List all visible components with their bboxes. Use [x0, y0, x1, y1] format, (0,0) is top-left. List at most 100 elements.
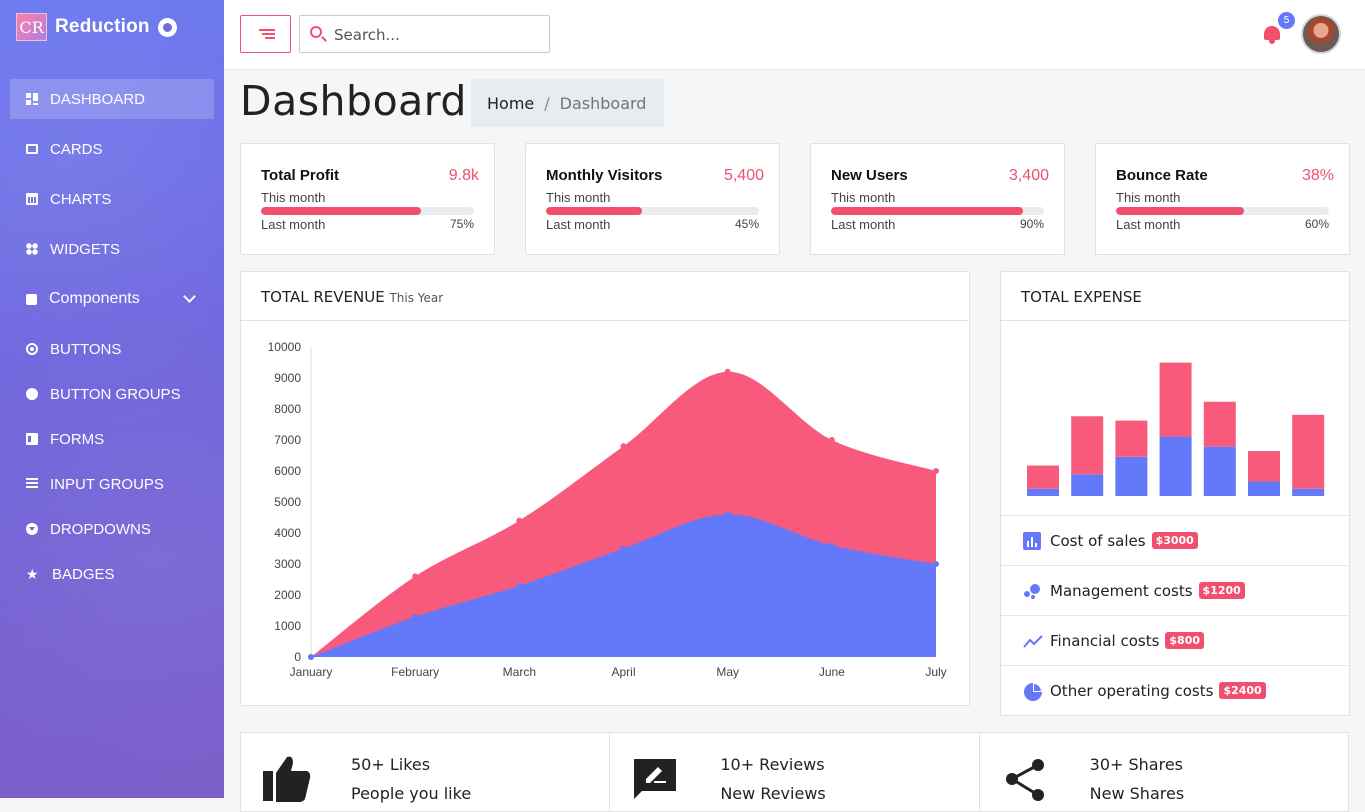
- radio-button-icon: [26, 343, 38, 355]
- stat-value: 9.8k: [448, 167, 479, 184]
- x-tick-label: May: [716, 665, 739, 679]
- stat-last-label: Last month: [831, 217, 896, 232]
- search-box: [299, 15, 550, 53]
- likes-sub: People you like: [351, 784, 472, 803]
- x-tick-label: March: [503, 665, 536, 679]
- stat-value: 5,400: [723, 167, 764, 184]
- revenue-title: TOTAL REVENUE: [261, 288, 385, 306]
- y-tick-label: 8000: [274, 402, 301, 416]
- bell-icon[interactable]: [1263, 24, 1281, 44]
- revenue-card: TOTAL REVENUE This Year 0 1000 2000 3000 400…: [240, 271, 970, 706]
- data-point: [308, 654, 314, 660]
- expense-bar-chart: [1027, 362, 1325, 496]
- progress-bar: [1116, 207, 1329, 215]
- data-point: [620, 443, 627, 450]
- expense-label: Cost of sales: [1050, 531, 1146, 550]
- sidebar-item-label: BADGES: [52, 565, 115, 583]
- puzzle-icon: [26, 293, 37, 305]
- sidebar-item-cards[interactable]: CARDS: [10, 129, 214, 169]
- data-point: [412, 613, 419, 620]
- sidebar-item-components[interactable]: Components: [10, 279, 214, 319]
- progress-fill: [261, 207, 421, 215]
- expense-bar-1: [1248, 451, 1280, 482]
- sidebar-item-forms[interactable]: FORMS: [10, 419, 214, 459]
- trend-line-icon: [1023, 632, 1043, 650]
- reviews-panel: 10+ Reviews New Reviews: [610, 733, 980, 811]
- stat-subtitle: This month: [546, 190, 611, 205]
- chart-icon: [26, 193, 38, 205]
- chevron-down-icon: [183, 290, 196, 303]
- expense-bar-0: [1027, 488, 1059, 496]
- stat-last-label: Last month: [261, 217, 326, 232]
- sidebar-item-label: CHARTS: [50, 190, 112, 208]
- x-tick-label: April: [611, 665, 635, 679]
- x-tick-label: January: [290, 665, 333, 679]
- breadcrumb-current: Dashboard: [559, 93, 647, 113]
- expense-label: Management costs: [1050, 581, 1193, 600]
- progress-fill: [546, 207, 642, 215]
- stat-title: Total Profit: [261, 167, 340, 184]
- brand[interactable]: CR Reduction: [16, 12, 177, 42]
- expense-badge: $1200: [1198, 582, 1245, 599]
- sidebar-nav: DASHBOARD CARDS CHARTS WIDGETS Component…: [10, 79, 214, 599]
- expense-bar-1: [1159, 362, 1192, 437]
- menu-toggle-button[interactable]: [240, 15, 291, 53]
- expense-bar-1: [1027, 465, 1059, 489]
- sidebar-item-dropdowns[interactable]: DROPDOWNS: [10, 509, 214, 549]
- dashboard-icon: [26, 93, 38, 105]
- stat-percent: 45%: [734, 217, 759, 231]
- data-point: [828, 437, 835, 443]
- search-input[interactable]: [334, 24, 534, 46]
- search-icon: [310, 26, 322, 38]
- x-tick-label: February: [391, 665, 439, 679]
- y-tick-label: 7000: [274, 433, 301, 447]
- bar-chart-icon: [1023, 531, 1041, 550]
- stat-percent: 90%: [1019, 217, 1044, 231]
- expense-bar-0: [1292, 488, 1325, 496]
- expense-bar-0: [1159, 436, 1192, 496]
- data-point: [933, 468, 939, 474]
- sidebar-item-buttons[interactable]: BUTTONS: [10, 329, 214, 369]
- sidebar-item-label: DROPDOWNS: [50, 520, 151, 538]
- likes-count: 50+ Likes: [351, 755, 431, 774]
- progress-fill: [1116, 207, 1244, 215]
- stat-value: 3,400: [1008, 167, 1049, 184]
- x-tick-label: June: [819, 665, 845, 679]
- sidebar-item-label: INPUT GROUPS: [50, 475, 164, 493]
- expense-label: Other operating costs: [1050, 681, 1214, 700]
- y-tick-label: 5000: [274, 495, 301, 509]
- sidebar-item-widgets[interactable]: WIDGETS: [10, 229, 214, 269]
- y-tick-label: 1000: [274, 619, 301, 633]
- y-tick-label: 4000: [274, 526, 301, 540]
- expense-bar-1: [1203, 401, 1236, 447]
- y-tick-label: 2000: [274, 588, 301, 602]
- avatar[interactable]: [1301, 14, 1341, 54]
- expense-card: TOTAL EXPENSE Cost of sales $3000 Manage…: [1000, 271, 1350, 716]
- share-icon: [1002, 755, 1050, 803]
- sidebar-item-badges[interactable]: ★ BADGES: [10, 554, 214, 594]
- dropdown-icon: [26, 523, 38, 535]
- y-tick-label: 6000: [274, 464, 301, 478]
- revenue-card-header: TOTAL REVENUE This Year: [241, 272, 969, 321]
- data-point: [516, 517, 523, 524]
- stat-card-bounce-rate: Bounce Rate 38% This month Last month 60…: [1095, 143, 1350, 255]
- sidebar-item-input-groups[interactable]: INPUT GROUPS: [10, 464, 214, 504]
- progress-bar: [831, 207, 1044, 215]
- expense-row: Financial costs $800: [1001, 615, 1349, 665]
- stat-card-new-users: New Users 3,400 This month Last month 90…: [810, 143, 1065, 255]
- progress-fill: [831, 207, 1023, 215]
- pie-chart-icon: [1023, 682, 1042, 701]
- github-icon[interactable]: [157, 17, 177, 37]
- group-icon: [26, 388, 38, 400]
- sidebar-item-dashboard[interactable]: DASHBOARD: [10, 79, 214, 119]
- breadcrumb-home[interactable]: Home: [487, 93, 535, 113]
- sidebar-item-label: DASHBOARD: [50, 90, 146, 108]
- y-tick-label: 0: [294, 650, 301, 664]
- sidebar-item-label: Components: [49, 290, 140, 307]
- expense-bar-1: [1071, 416, 1104, 475]
- data-point: [412, 573, 419, 580]
- shares-count: 30+ Shares: [1089, 755, 1184, 774]
- sidebar-item-button-groups[interactable]: BUTTON GROUPS: [10, 374, 214, 414]
- sidebar-item-charts[interactable]: CHARTS: [10, 179, 214, 219]
- brand-logo: CR: [16, 13, 47, 41]
